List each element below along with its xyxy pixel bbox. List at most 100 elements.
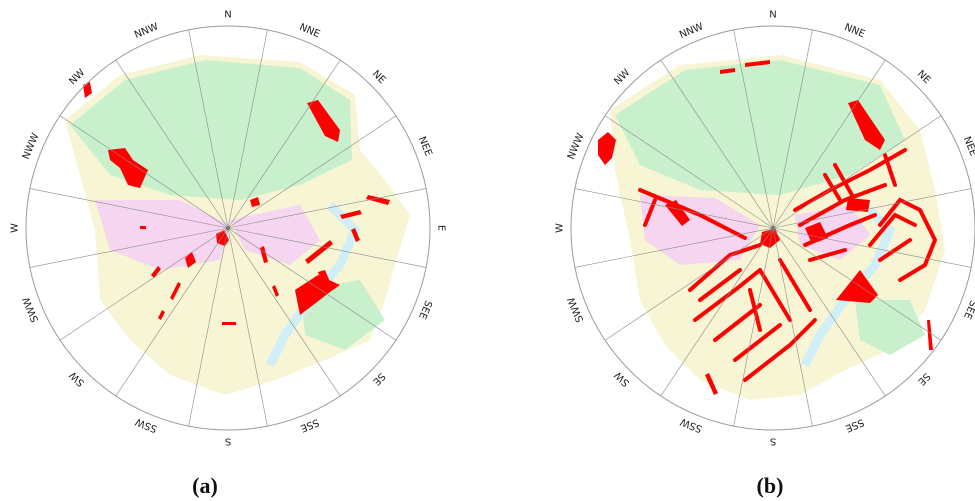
highlight-parcel (836, 270, 878, 303)
highlight-strip (260, 246, 268, 263)
compass-spoke (115, 59, 229, 229)
compass-spoke (772, 29, 813, 229)
direction-label: SW (68, 369, 87, 388)
highlight-line (808, 248, 847, 262)
direction-label: E (436, 225, 447, 231)
direction-label: SSE (299, 416, 321, 433)
direction-label: S (225, 436, 231, 447)
highlight-line (698, 268, 742, 302)
compass-spoke (188, 29, 229, 229)
direction-label: SE (915, 370, 932, 387)
direction-label: SWW (21, 295, 41, 323)
highlight-strip (151, 266, 161, 278)
compass-spoke (772, 115, 942, 229)
highlight-parcel (598, 132, 616, 165)
direction-label: SEE (961, 299, 975, 321)
compass-circle (25, 25, 431, 431)
compass-spoke (227, 59, 341, 229)
highlight-line (748, 288, 762, 332)
panel-a-highlights (83, 82, 390, 325)
highlight-parcel (83, 82, 92, 98)
direction-label: SEE (416, 299, 433, 321)
green-area-east (855, 300, 925, 355)
direction-label: NEE (416, 135, 434, 158)
highlight-line (693, 268, 762, 322)
highlight-line (803, 213, 877, 247)
highlight-line (798, 183, 887, 227)
compass-spoke (227, 188, 427, 229)
compass-spoke (29, 227, 229, 268)
compass-spoke (660, 59, 774, 229)
panel-b-highlights (598, 60, 938, 395)
compass-spoke (227, 115, 397, 229)
compass-spoke (733, 227, 774, 427)
highlight-parcel (250, 197, 260, 207)
highlight-strip (340, 210, 362, 219)
highlight-line (713, 303, 762, 342)
compass-spoke (772, 227, 813, 427)
panel-a-basemap (65, 55, 410, 395)
direction-label: W (10, 223, 21, 233)
highlight-line (823, 173, 842, 202)
compass-circle (570, 25, 975, 431)
direction-label: SSW (134, 415, 159, 434)
highlight-line (688, 243, 762, 292)
highlight-line (878, 238, 912, 262)
compass-spoke (604, 115, 774, 229)
pink-zone-west (640, 195, 760, 265)
compass-spoke (772, 59, 886, 229)
highlight-strip (170, 282, 181, 300)
compass-center (771, 226, 775, 230)
green-area-north (615, 60, 905, 195)
highlight-strip (158, 310, 165, 320)
direction-label: NNE (298, 22, 322, 40)
compass-spoke (574, 227, 774, 268)
direction-label: SW (613, 369, 632, 388)
highlight-strip (140, 226, 146, 229)
direction-label: NNE (843, 22, 867, 40)
highlight-parcel (307, 100, 340, 142)
direction-label: W (555, 223, 566, 233)
highlight-parcel (295, 275, 340, 315)
compass-spoke (772, 188, 972, 229)
highlight-parcel (318, 270, 330, 284)
highlight-line (833, 163, 854, 197)
direction-label: NNW (678, 21, 705, 41)
compass-spoke (188, 227, 229, 427)
compass-spoke (59, 227, 229, 341)
highlight-parcel (185, 252, 196, 268)
highlight-parcel (846, 198, 870, 212)
compass-spoke (733, 29, 774, 229)
highlight-line (778, 258, 812, 312)
highlight-strip (305, 240, 333, 264)
direction-label: SSE (844, 416, 866, 433)
direction-label: N (224, 10, 231, 21)
compass-spoke (604, 227, 774, 341)
highlight-strip (272, 285, 279, 297)
highlight-line (878, 197, 938, 282)
highlight-line (638, 188, 747, 240)
highlight-line (733, 323, 782, 362)
highlight-line (883, 153, 897, 187)
compass-spoke (29, 188, 229, 229)
highlight-parcel (108, 148, 148, 188)
highlight-lines (638, 148, 938, 382)
direction-label: NE (370, 69, 388, 87)
highlight-strip (745, 60, 770, 67)
highlight-strip (927, 320, 933, 350)
compass-spoke (227, 227, 397, 341)
compass-spoke (115, 227, 229, 397)
highlight-line (868, 212, 917, 247)
direction-label: NNW (133, 21, 160, 41)
direction-label: NE (915, 69, 933, 87)
highlight-strip (366, 195, 390, 205)
compass-spoke (574, 188, 774, 229)
direction-label: NEE (961, 135, 975, 158)
compass-spoke (59, 115, 229, 229)
panel-b-label: (b) (757, 473, 784, 498)
panel-a-label: (a) (192, 473, 218, 498)
pink-zone-center (230, 205, 320, 265)
pink-zone-west (95, 200, 230, 270)
